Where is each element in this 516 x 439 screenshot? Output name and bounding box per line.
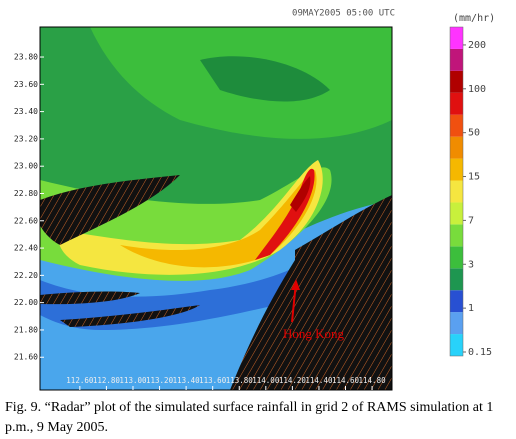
rainfall-map <box>40 27 392 390</box>
colorbar-segment <box>450 290 463 313</box>
y-tick-label: 22.00 <box>14 298 38 307</box>
colorbar-label: 0.15 <box>468 347 492 358</box>
annotation-label: Hong Kong <box>283 326 345 341</box>
colorbar-segment <box>450 312 463 335</box>
y-tick-label: 21.80 <box>14 325 38 334</box>
colorbar-segment <box>450 70 463 93</box>
y-tick-label: 23.80 <box>14 53 38 62</box>
colorbar-segment <box>450 224 463 247</box>
y-tick-label: 21.60 <box>14 353 38 362</box>
x-tick-label: 113.20 <box>146 376 174 385</box>
annotation-arrowhead <box>291 279 300 290</box>
figure-caption: Fig. 9. “Radar” plot of the simulated su… <box>5 400 494 435</box>
x-tick-label: 113.60 <box>199 376 227 385</box>
x-tick-label: 114.20 <box>279 376 307 385</box>
x-tick-label: 112.60 <box>66 376 94 385</box>
colorbar-segment <box>450 246 463 269</box>
colorbar-label: 200 <box>468 40 486 51</box>
x-tick-label: 114.00 <box>252 376 280 385</box>
colorbar-segment <box>450 136 463 159</box>
x-tick-label: 113.80 <box>226 376 254 385</box>
x-tick-label: 112.80 <box>93 376 121 385</box>
colorbar-segment <box>450 158 463 181</box>
timestamp: 09MAY2005 05:00 UTC <box>292 9 395 19</box>
y-tick-label: 22.80 <box>14 189 38 198</box>
y-tick-label: 23.20 <box>14 134 38 143</box>
colorbar-label: 50 <box>468 128 480 139</box>
colorbar-unit: (mm/hr) <box>453 13 495 24</box>
colorbar-segment <box>450 27 463 49</box>
x-tick-label: 114.40 <box>305 376 333 385</box>
x-tick-label: 114.60 <box>332 376 360 385</box>
colorbar-segment <box>450 92 463 115</box>
y-tick-label: 22.60 <box>14 216 38 225</box>
colorbar-frame <box>449 26 464 357</box>
colorbar-segment <box>450 180 463 203</box>
x-tick-label: 113.00 <box>119 376 147 385</box>
plot-frame <box>39 26 393 391</box>
colorbar-segment <box>450 202 463 225</box>
colorbar-segment <box>450 114 463 137</box>
colorbar-label: 100 <box>468 84 486 95</box>
x-tick-label: 114.80 <box>359 376 387 385</box>
radar-figure: Hong Kong 09MAY2005 05:00 UTC (mm/hr) 11… <box>14 9 495 391</box>
y-tick-label: 23.40 <box>14 107 38 116</box>
y-tick-label: 22.20 <box>14 271 38 280</box>
colorbar-label: 15 <box>468 172 480 183</box>
colorbar-segment <box>450 48 463 71</box>
colorbar-label: 3 <box>468 259 474 270</box>
x-tick-label: 113.40 <box>173 376 201 385</box>
y-tick-label: 23.00 <box>14 162 38 171</box>
y-tick-label: 23.60 <box>14 80 38 89</box>
colorbar-segment <box>450 334 463 356</box>
y-tick-label: 22.40 <box>14 244 38 253</box>
colorbar-label: 7 <box>468 215 474 226</box>
colorbar-label: 1 <box>468 303 474 314</box>
colorbar-segment <box>450 268 463 291</box>
